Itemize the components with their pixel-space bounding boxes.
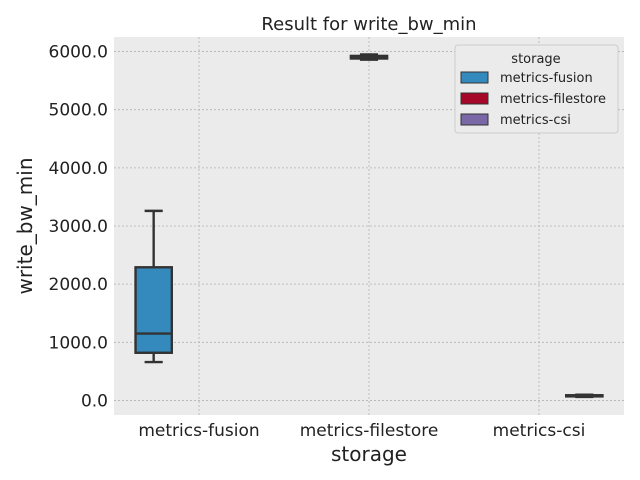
y-tick-label: 5000.0: [49, 101, 108, 121]
y-tick-label: 6000.0: [49, 43, 108, 63]
y-tick-label: 1000.0: [49, 333, 108, 353]
boxes: [134, 53, 604, 399]
chart-title: Result for write_bw_min: [261, 14, 476, 35]
x-tick-label: metrics-csi: [493, 421, 586, 441]
legend-items: metrics-fusion metrics-filestore metrics-c…: [460, 71, 606, 128]
y-tick-label: 0.0: [81, 391, 108, 411]
y-tick-label: 3000.0: [49, 217, 108, 237]
x-tick-label: metrics-filestore: [300, 421, 439, 441]
y-axis-label: write_bw_min: [13, 157, 37, 294]
legend-label-metrics-filestore: metrics-filestore: [500, 92, 606, 107]
y-tick-label: 4000.0: [49, 159, 108, 179]
x-axis-label: storage: [331, 442, 407, 466]
legend-swatch-metrics-csi: [460, 113, 489, 126]
legend-label-metrics-fusion: metrics-fusion: [500, 71, 593, 86]
legend-frame: [454, 44, 619, 134]
box-metrics-filestore: [349, 53, 389, 61]
legend-swatch-metrics-fusion: [460, 71, 489, 84]
gridlines: [114, 37, 624, 415]
box-metrics-csi: [565, 393, 604, 399]
box-iqr: [134, 266, 174, 354]
box-metrics-fusion: [134, 209, 174, 364]
x-tick-label: metrics-fusion: [138, 421, 259, 441]
legend-swatch-metrics-filestore: [460, 92, 489, 105]
x-axis: metrics-fusion metrics-filestore metrics-c…: [138, 421, 585, 441]
legend: storage metrics-fusionmetrics-filestorem…: [454, 44, 619, 134]
legend-title: storage: [511, 52, 560, 67]
y-axis: 0.0 1000.0 2000.0 3000.0 4000.0 5000.0 6000.0: [49, 43, 108, 412]
y-tick-label: 2000.0: [49, 275, 108, 295]
legend-label-metrics-csi: metrics-csi: [500, 113, 571, 128]
